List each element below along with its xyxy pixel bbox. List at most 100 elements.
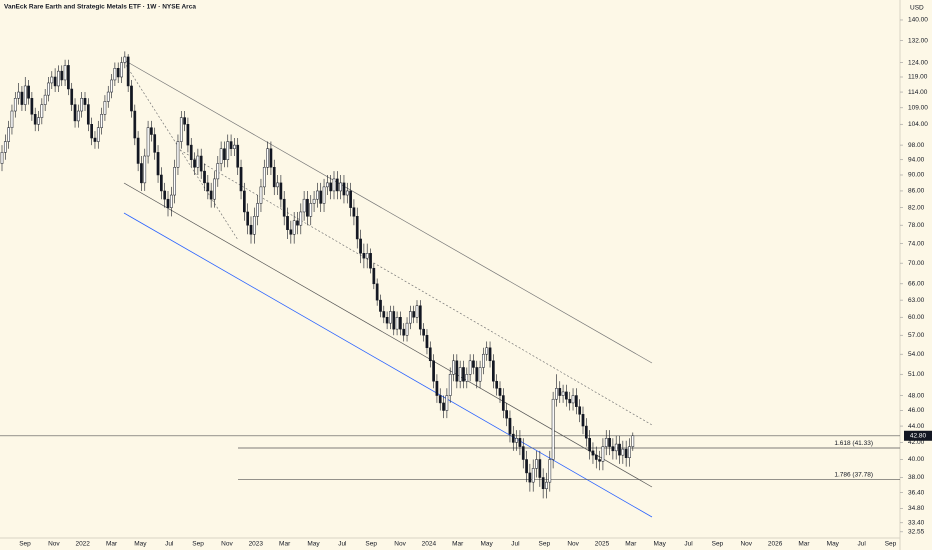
candle-body — [495, 380, 499, 389]
trend-lines — [123, 59, 653, 518]
x-tick-label: May — [480, 541, 493, 548]
y-tick-label: 36.40 — [908, 489, 925, 496]
candle — [438, 388, 442, 411]
channel-bottom — [123, 182, 653, 488]
candle — [492, 354, 495, 389]
candle-body — [319, 190, 323, 204]
candle — [345, 182, 349, 204]
candle-body — [415, 305, 419, 318]
candle — [362, 243, 366, 269]
candle-body — [13, 98, 17, 112]
candle-body — [130, 85, 133, 112]
candle-body — [252, 216, 256, 235]
candle — [60, 65, 64, 86]
candle — [150, 120, 153, 142]
candle-body — [67, 65, 70, 90]
y-tick-label: 63.00 — [908, 297, 925, 304]
candle — [33, 107, 37, 132]
candle — [233, 138, 236, 157]
candle — [216, 156, 220, 187]
candle-body — [425, 334, 429, 349]
x-tick-label: Sep — [19, 541, 31, 548]
candle — [614, 435, 618, 460]
candle-body — [458, 367, 462, 382]
candle — [252, 207, 256, 244]
candle-body — [10, 110, 14, 128]
candle-body — [492, 360, 495, 382]
y-tick-label: 124.00 — [908, 59, 928, 66]
candle-body — [282, 198, 286, 217]
candle — [37, 111, 40, 132]
candle — [545, 472, 548, 499]
candle-body — [382, 311, 386, 318]
candle — [30, 92, 34, 121]
candle — [482, 347, 485, 375]
candle — [571, 388, 575, 411]
candle — [286, 207, 289, 239]
candle — [136, 131, 140, 172]
x-tick-label: Mar — [798, 541, 810, 548]
x-tick-label: 2023 — [249, 541, 264, 548]
candle-body — [53, 76, 57, 87]
candle-body — [203, 170, 206, 184]
candle — [83, 92, 87, 112]
y-tick-label: 60.00 — [908, 314, 925, 321]
candle — [302, 190, 306, 221]
candle — [425, 329, 429, 355]
candle-body — [259, 186, 263, 204]
candle — [262, 159, 266, 196]
candle-body — [57, 70, 60, 87]
candle — [306, 190, 309, 226]
candle — [458, 360, 462, 389]
candle — [342, 174, 346, 204]
candle-body — [96, 127, 100, 142]
candle — [80, 92, 84, 118]
y-tick-label: 132.00 — [908, 37, 928, 44]
fib-level-label: 1.786 (37.78) — [834, 471, 873, 478]
candle — [352, 199, 356, 226]
candle-body — [442, 402, 445, 411]
candle-body — [143, 155, 147, 184]
candle — [103, 95, 107, 121]
candle — [13, 92, 17, 118]
candle — [143, 148, 147, 191]
candle — [160, 167, 163, 200]
candle-body — [555, 388, 558, 400]
candle-body — [30, 98, 34, 115]
candle-body — [279, 182, 283, 200]
candle-body — [428, 347, 432, 362]
last-price-box — [904, 430, 932, 441]
candle — [468, 354, 472, 382]
candle-body — [571, 395, 575, 404]
candle-body — [286, 216, 289, 230]
y-tick-label: 74.00 — [908, 240, 925, 247]
candle — [10, 104, 14, 135]
candle-body — [183, 117, 186, 125]
candle-body — [0, 152, 4, 164]
candle — [418, 300, 422, 336]
candle — [90, 117, 93, 146]
candle — [249, 216, 253, 244]
candle-body — [80, 98, 84, 112]
candle — [219, 141, 223, 172]
candle — [359, 229, 362, 264]
candle — [518, 430, 522, 456]
candle — [369, 248, 372, 274]
candle — [17, 82, 20, 105]
candle — [276, 174, 279, 196]
candle — [77, 104, 80, 128]
channel-blue — [123, 212, 653, 518]
candle — [395, 311, 399, 336]
candle — [618, 435, 621, 464]
candle — [511, 426, 515, 451]
candle-body — [23, 85, 27, 105]
candle — [256, 195, 259, 226]
candle — [123, 51, 127, 69]
x-tick-label: 2026 — [768, 541, 783, 548]
candle — [475, 360, 479, 389]
candle — [392, 305, 396, 336]
candle — [598, 450, 601, 471]
candle-body — [588, 437, 591, 452]
candle-body — [262, 167, 266, 188]
candle — [196, 148, 200, 175]
